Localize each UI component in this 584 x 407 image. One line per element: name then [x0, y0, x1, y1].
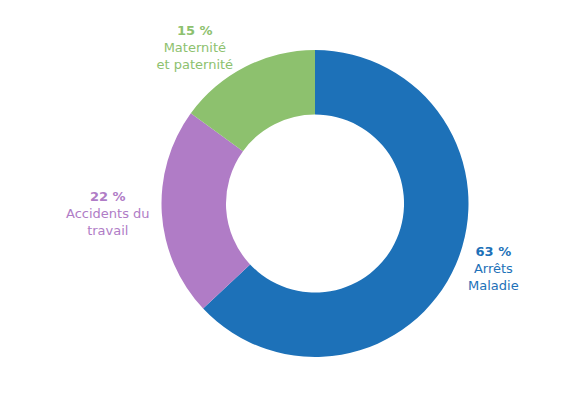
svg-text:15 %Maternitéet paternité: 15 %Maternitéet paternité — [157, 23, 234, 72]
svg-text:22 %Accidents dutravail: 22 %Accidents dutravail — [66, 189, 150, 238]
svg-text:63 %ArrêtsMaladie: 63 %ArrêtsMaladie — [468, 244, 519, 293]
